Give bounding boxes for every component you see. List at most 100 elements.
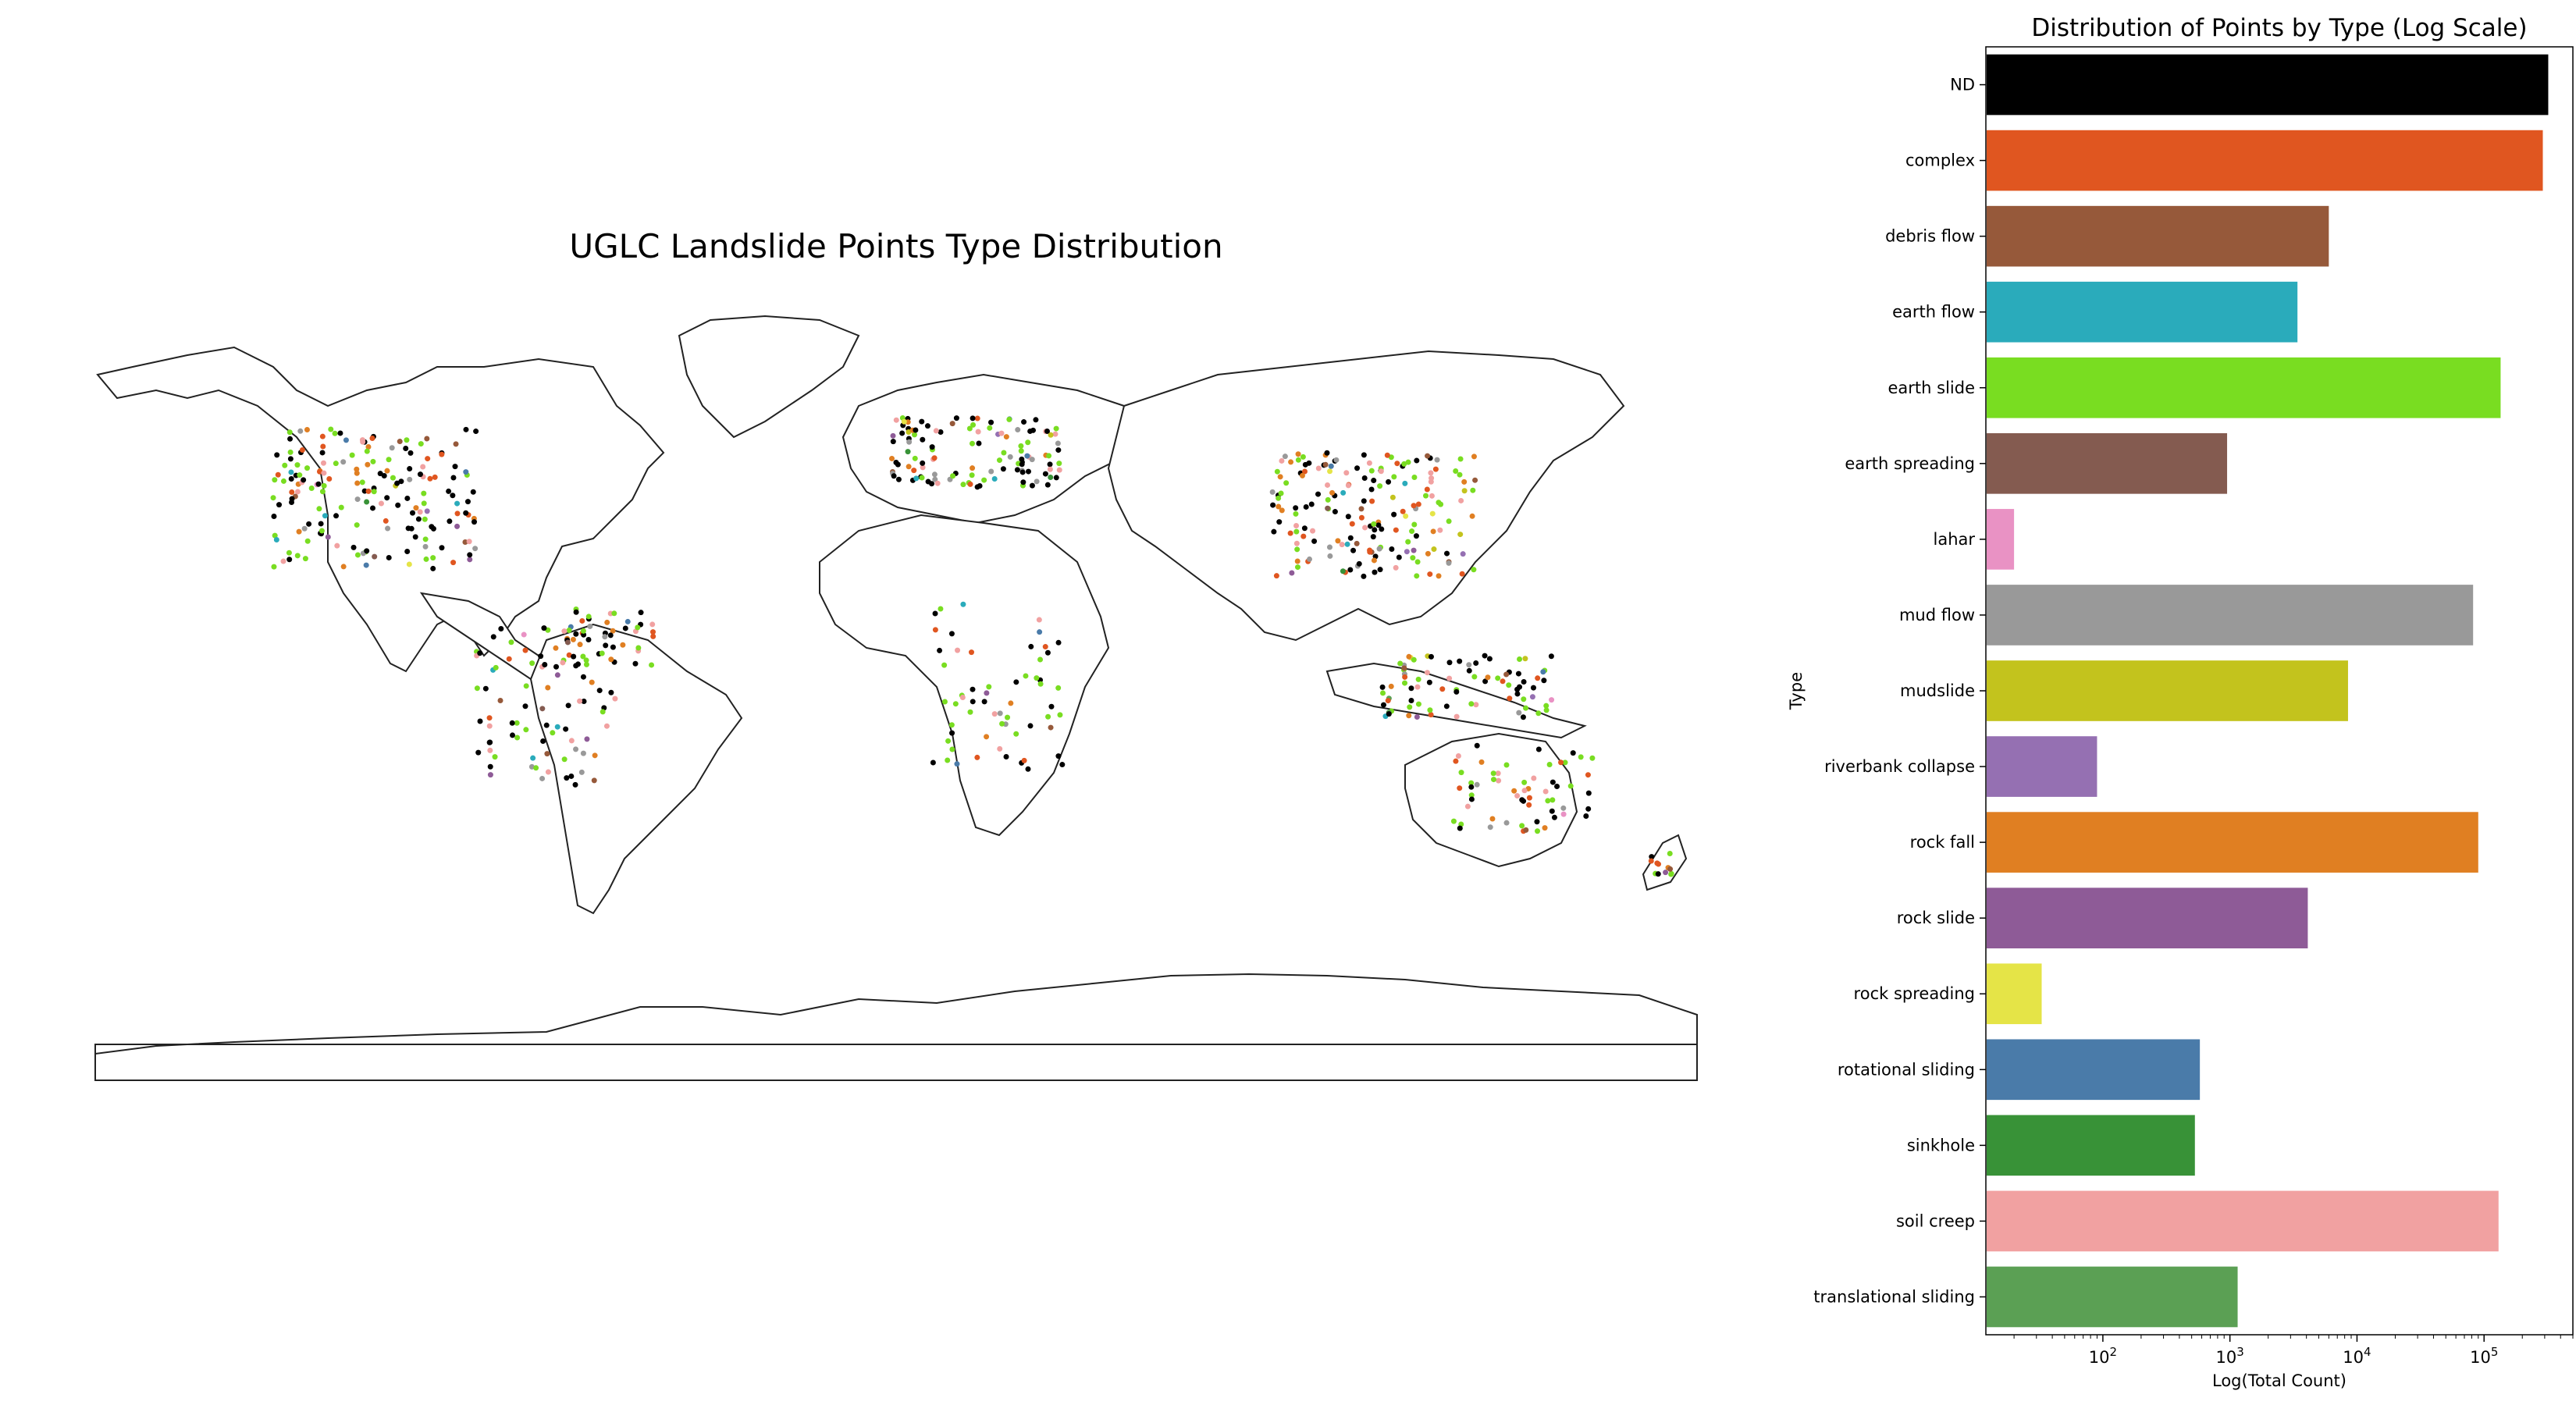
- landslide-point: [1585, 806, 1592, 812]
- landslide-point: [364, 548, 370, 554]
- africa-landmass: [819, 514, 1110, 837]
- north-america-landmass: [96, 346, 665, 673]
- landslide-point: [1474, 781, 1480, 788]
- landslide-point: [959, 694, 966, 700]
- landslide-point: [275, 471, 281, 478]
- landslide-point: [1414, 684, 1421, 690]
- landslide-point: [1277, 474, 1283, 480]
- landslide-point: [418, 441, 424, 447]
- landslide-point: [320, 460, 326, 466]
- landslide-point: [294, 553, 301, 559]
- landslide-point: [270, 495, 276, 501]
- landslide-point: [486, 723, 493, 729]
- y-tick-label: soil creep: [1896, 1211, 1975, 1230]
- landslide-point: [1414, 559, 1421, 565]
- landslide-point: [999, 720, 1005, 727]
- landslide-point: [1453, 713, 1460, 720]
- landslide-point: [1474, 742, 1480, 749]
- landslide-point: [930, 759, 936, 766]
- landslide-point: [984, 734, 990, 740]
- landslide-point: [1378, 468, 1384, 475]
- landslide-point: [450, 475, 457, 481]
- landslide-point: [1030, 427, 1037, 433]
- landslide-point: [1361, 475, 1368, 482]
- landslide-point: [319, 489, 326, 495]
- landslide-point: [389, 445, 395, 451]
- landslide-point: [1371, 557, 1377, 564]
- landslide-point: [1391, 474, 1397, 480]
- landslide-point: [1332, 509, 1338, 515]
- landslide-point: [477, 718, 483, 724]
- landslide-point: [1055, 753, 1062, 759]
- landslide-point: [1324, 450, 1330, 456]
- bar-mud-flow: [1987, 585, 2474, 646]
- landslide-point: [1446, 660, 1453, 666]
- landslide-point: [521, 631, 527, 638]
- landslide-point: [1507, 695, 1513, 702]
- landslide-point: [1516, 710, 1522, 716]
- landslide-point: [417, 471, 423, 478]
- landslide-point: [920, 436, 926, 443]
- bar-complex: [1987, 130, 2543, 191]
- landslide-point: [600, 709, 606, 715]
- landslide-point: [509, 732, 515, 738]
- landslide-point: [1415, 676, 1421, 682]
- landslide-point: [1428, 470, 1434, 476]
- landslide-point: [554, 724, 560, 730]
- landslide-point: [1293, 528, 1300, 535]
- landslide-point: [1327, 553, 1333, 559]
- landslide-point: [354, 522, 360, 528]
- landslide-point: [1455, 752, 1461, 759]
- landslide-point: [403, 445, 409, 451]
- landslide-point: [1377, 483, 1383, 489]
- landslide-point: [950, 473, 956, 479]
- landslide-point: [1471, 674, 1478, 680]
- landslide-point: [1402, 480, 1408, 486]
- landslide-point: [970, 699, 976, 705]
- landslide-point: [530, 755, 536, 761]
- landslide-point: [1288, 459, 1294, 465]
- landslide-point: [1511, 788, 1517, 794]
- landslide-point: [1013, 679, 1019, 685]
- landslide-point: [294, 489, 301, 495]
- bar-lahar: [1987, 509, 2015, 570]
- landslide-point: [1519, 797, 1525, 803]
- landslide-point: [1523, 705, 1529, 711]
- landslide-point: [394, 480, 400, 486]
- landslide-point: [1007, 454, 1013, 460]
- landslide-point: [932, 476, 938, 482]
- landslide-point: [608, 656, 614, 663]
- landslide-point: [1013, 731, 1019, 737]
- landslide-point: [1457, 456, 1464, 462]
- landslide-point: [386, 457, 392, 463]
- y-tick-label: mudslide: [1900, 681, 1975, 700]
- landslide-point: [378, 500, 384, 507]
- landslide-point: [949, 746, 955, 752]
- landslide-point: [1543, 702, 1550, 709]
- landslide-point: [1059, 762, 1066, 768]
- landslide-point: [919, 475, 925, 481]
- landslide-point: [553, 645, 559, 651]
- landslide-point: [649, 621, 656, 628]
- landslide-point: [1654, 860, 1660, 866]
- landslide-point: [1461, 488, 1468, 494]
- landslide-point: [960, 601, 966, 607]
- y-tick-label: translational sliding: [1813, 1287, 1975, 1306]
- landslide-point: [991, 711, 998, 717]
- landslide-point: [1551, 814, 1557, 820]
- landslide-point: [422, 516, 428, 522]
- landslide-point: [1055, 639, 1062, 646]
- landslide-point: [1404, 549, 1410, 555]
- y-tick-label: rock spreading: [1854, 984, 1975, 1003]
- landslide-point: [316, 468, 322, 475]
- landslide-point: [988, 419, 994, 425]
- landslide-point: [395, 502, 401, 508]
- landslide-point: [901, 418, 907, 425]
- landslide-point: [599, 650, 605, 656]
- landslide-point: [1506, 682, 1512, 688]
- landslide-point: [960, 482, 966, 488]
- landslide-point: [1278, 490, 1284, 496]
- landslide-point: [906, 464, 912, 470]
- landslide-point: [1496, 777, 1502, 784]
- landslide-point: [1446, 675, 1453, 681]
